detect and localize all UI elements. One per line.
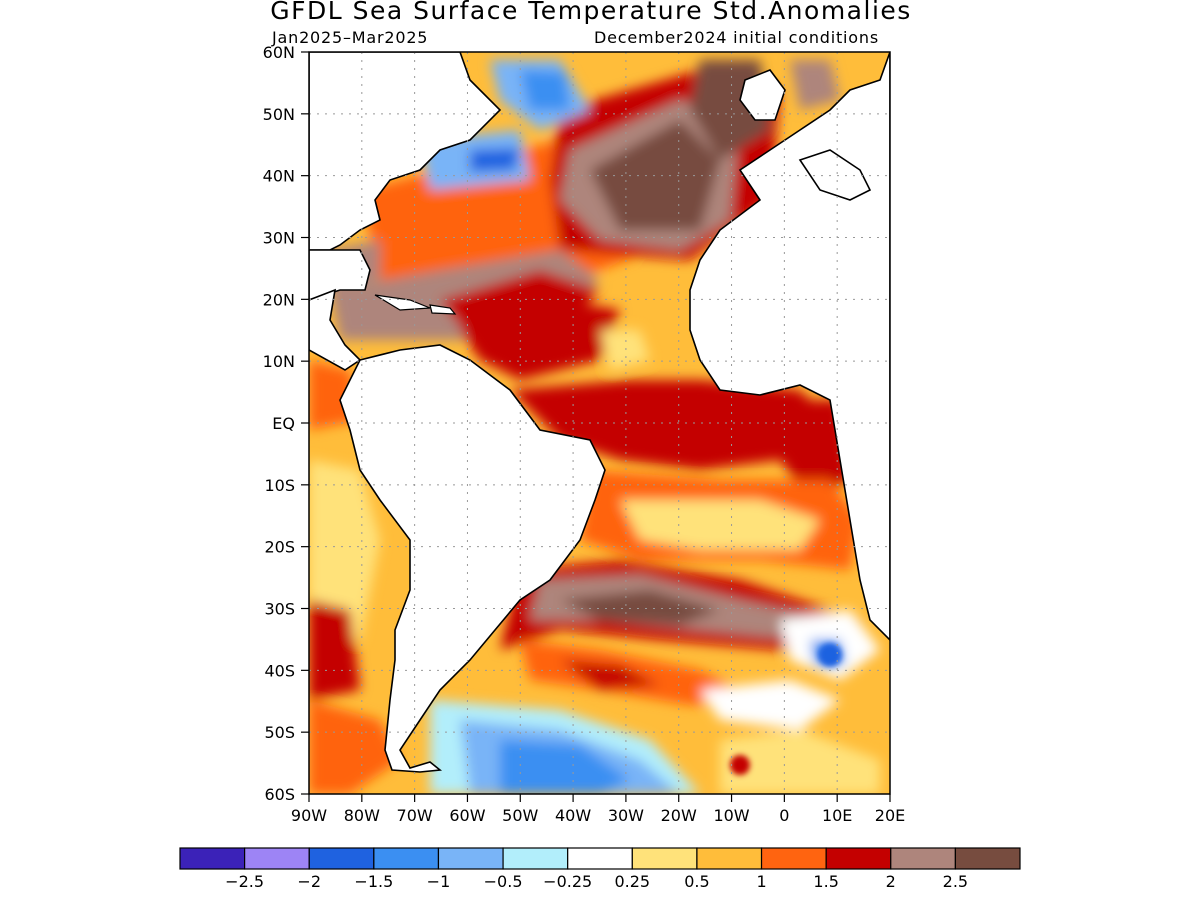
latitude-axis: 60N 50N 40N 30N 20N 10N EQ 10S 20S 30S 40S 50S 60S (263, 43, 309, 804)
colorbar-labels: −2.5 −2 −1.5 −1 −0.5 −0.25 0.25 0.5 1 1.5 2 2.5 (225, 872, 968, 891)
colorbar-swatch (437, 847, 504, 870)
lat-tick-label: 50S (264, 723, 295, 742)
colorbar-swatch (631, 847, 698, 870)
lat-tick-label: EQ (272, 414, 295, 433)
colorbar-swatch (567, 847, 633, 870)
lon-tick-label: 20W (661, 806, 697, 825)
lat-tick-label: 50N (263, 105, 295, 124)
lat-tick-label: 20S (264, 538, 295, 557)
lon-tick-label: 10W (713, 806, 749, 825)
colorbar-label: 1 (756, 872, 766, 891)
colorbar-swatch (954, 847, 1021, 870)
lon-tick-label: 40W (555, 806, 591, 825)
colorbar-swatch (308, 847, 375, 870)
lon-tick-label: 90W (291, 806, 327, 825)
initial-conditions: December2024 initial conditions (594, 28, 879, 47)
colorbar-swatch (890, 847, 956, 870)
lat-tick-label: 30S (264, 600, 295, 619)
landmass (309, 52, 890, 773)
lat-tick-label: 10N (263, 352, 295, 371)
lat-tick-label: 40N (263, 167, 295, 186)
colorbar-swatch (696, 847, 763, 870)
colorbar-label: −0.5 (484, 872, 523, 891)
lat-tick-label: 30N (263, 229, 295, 248)
lon-tick-label: 70W (397, 806, 433, 825)
colorbar-swatch (179, 847, 246, 870)
colorbar-label: −2.5 (225, 872, 264, 891)
colorbar-swatch (825, 847, 892, 870)
lat-tick-label: 60S (264, 785, 295, 804)
colorbar-label: −2 (297, 872, 321, 891)
anomaly-field (309, 52, 890, 794)
lon-tick-label: 30W (608, 806, 644, 825)
lon-tick-label: 20E (875, 806, 905, 825)
lon-tick-label: 50W (502, 806, 538, 825)
colorbar-label: −1 (427, 872, 451, 891)
caribbean-islands (374, 294, 457, 315)
colorbar-swatch (373, 847, 440, 870)
colorbar-label: −0.25 (543, 872, 592, 891)
lon-tick-label: 60W (449, 806, 485, 825)
lon-tick-label: 80W (344, 806, 380, 825)
colorbar-label: 0.5 (684, 872, 709, 891)
colorbar-label: 2 (886, 872, 896, 891)
forecast-period: Jan2025–Mar2025 (272, 28, 429, 47)
lat-tick-label: 40S (264, 661, 295, 680)
lat-tick-label: 60N (263, 43, 295, 62)
colorbar-swatch (502, 847, 569, 870)
colorbar-label: 1.5 (813, 872, 838, 891)
colorbar-swatch (760, 847, 827, 870)
map-title: GFDL Sea Surface Temperature Std.Anomali… (270, 0, 912, 25)
longitude-axis: 90W 80W 70W 60W 50W 40W 30W 20W 10W 0 10E 20E (291, 794, 905, 825)
colorbar-label: 0.25 (614, 872, 650, 891)
colorbar-label: −1.5 (354, 872, 393, 891)
lat-tick-label: 10S (264, 476, 295, 495)
lon-tick-label: 0 (779, 806, 789, 825)
lon-tick-label: 10E (822, 806, 852, 825)
lat-tick-label: 20N (263, 290, 295, 309)
colorbar-label: 2.5 (943, 872, 968, 891)
grid-lines (309, 52, 890, 794)
colorbar-swatch (244, 847, 310, 870)
colorbar (179, 847, 1021, 870)
